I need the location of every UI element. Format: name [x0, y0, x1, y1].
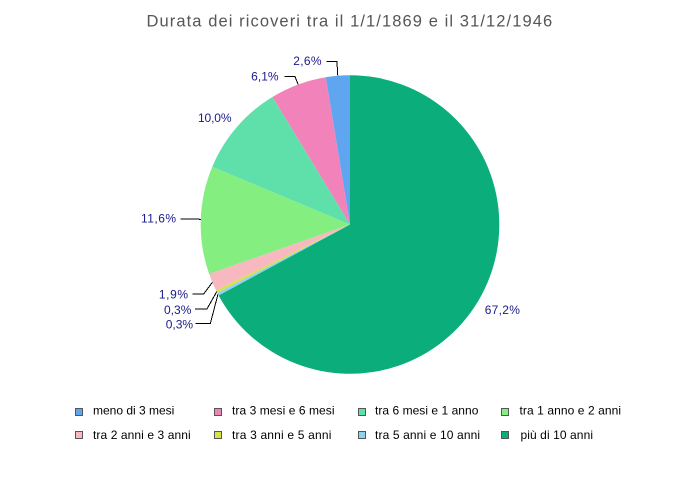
svg-text:10,0%: 10,0%	[198, 111, 232, 125]
svg-text:0,3%: 0,3%	[166, 318, 194, 332]
svg-text:tra 6 mesi e 1 anno: tra 6 mesi e 1 anno	[375, 404, 479, 418]
svg-text:tra 5 anni e 10 anni: tra 5 anni e 10 anni	[375, 428, 480, 442]
svg-text:tra 2 anni e 3 anni: tra 2 anni e 3 anni	[93, 428, 191, 442]
svg-text:6,1%: 6,1%	[251, 70, 279, 84]
svg-text:meno di 3 mesi: meno di 3 mesi	[93, 404, 174, 418]
svg-text:tra 3 anni e 5 anni: tra 3 anni e 5 anni	[232, 428, 331, 442]
svg-text:tra 1 anno e 2 anni: tra 1 anno e 2 anni	[520, 404, 622, 418]
svg-text:più di 10 anni: più di 10 anni	[521, 428, 594, 442]
svg-text:0,3%: 0,3%	[164, 303, 192, 317]
svg-text:Durata dei ricoveri tra il 1/1: Durata dei ricoveri tra il 1/1/1869 e il…	[147, 13, 553, 31]
svg-text:2,6%: 2,6%	[293, 54, 322, 68]
svg-text:67,2%: 67,2%	[485, 303, 521, 317]
svg-text:11,6%: 11,6%	[141, 212, 176, 226]
svg-text:1,9%: 1,9%	[159, 288, 188, 302]
svg-text:tra 3 mesi e 6 mesi: tra 3 mesi e 6 mesi	[232, 404, 335, 418]
